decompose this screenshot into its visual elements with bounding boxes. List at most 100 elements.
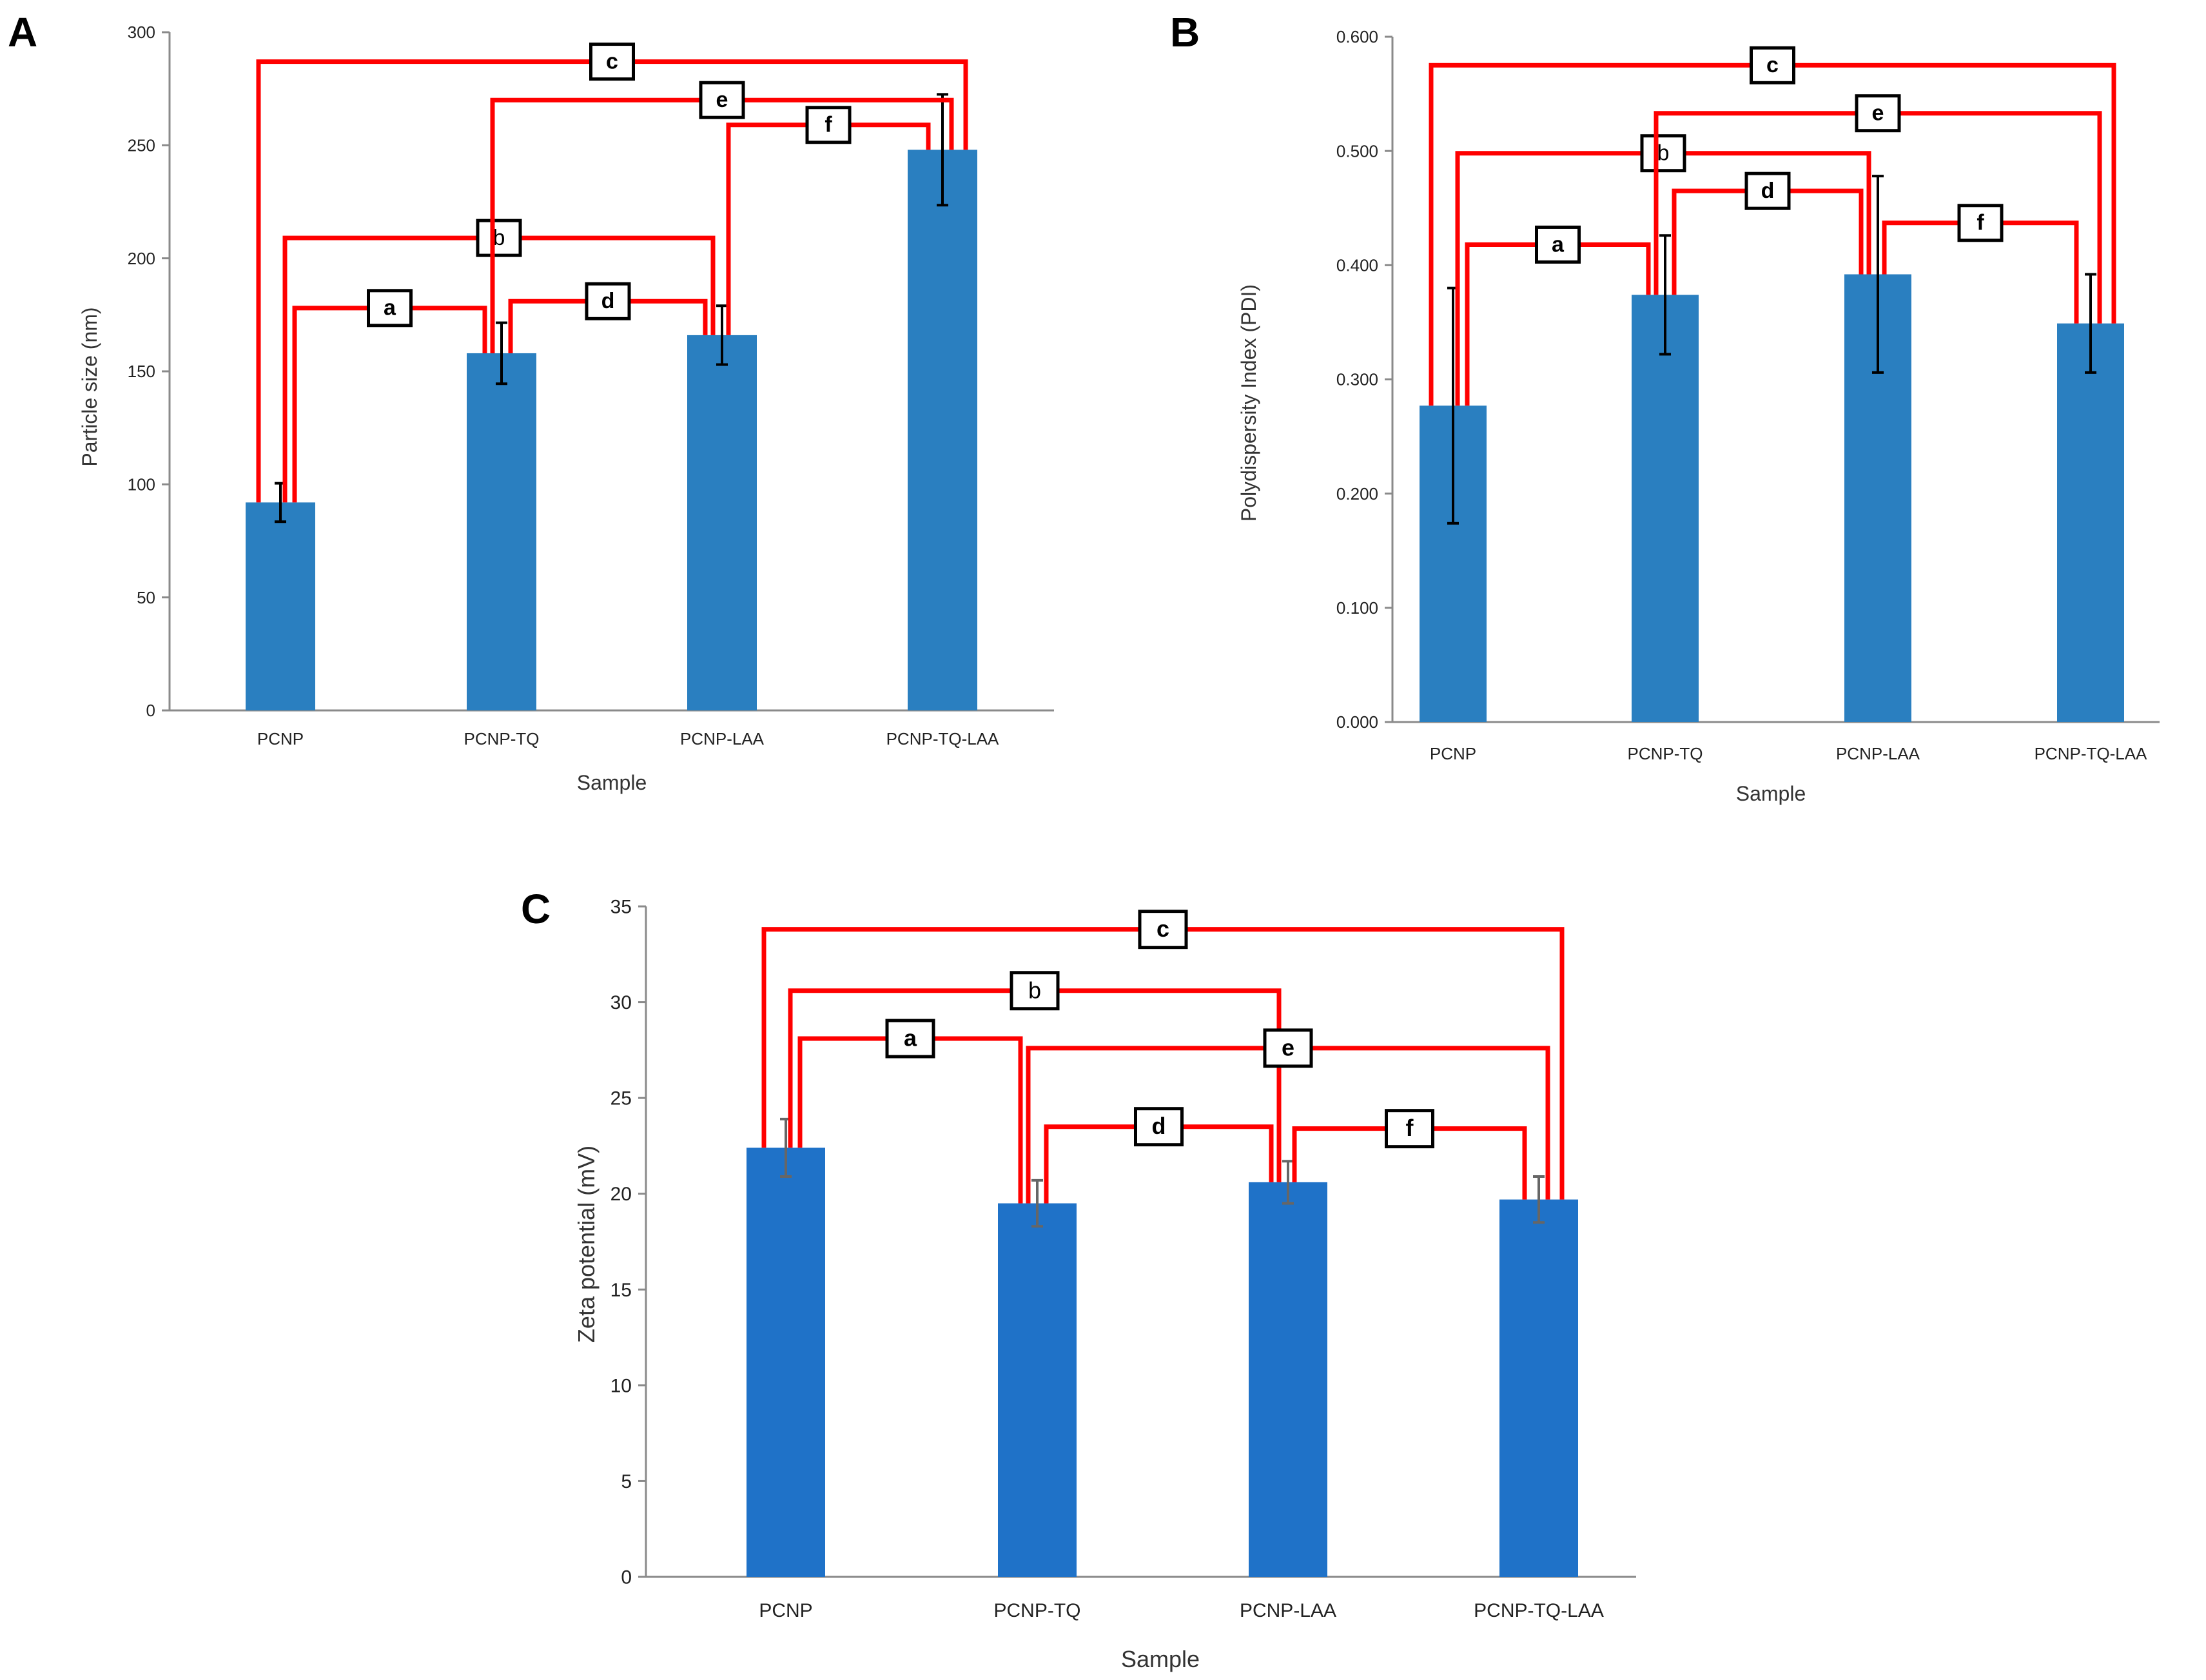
chart-b-bar <box>2057 323 2124 722</box>
chart-c-bracket-label-e: e <box>1282 1034 1294 1060</box>
chart-a-category-label: PCNP-TQ-LAA <box>886 729 999 748</box>
chart-b-category-label: PCNP-TQ-LAA <box>2035 744 2147 763</box>
chart-b-bracket-label-b: b <box>1657 141 1670 166</box>
panel-letter-a: A <box>8 9 37 55</box>
chart-c-category-label: PCNP-LAA <box>1240 1600 1336 1621</box>
chart-a-y-tick-label: 0 <box>146 701 155 720</box>
chart-c-bracket-label-box-f <box>1385 1109 1434 1149</box>
chart-b-xlabel: Sample <box>1736 782 1806 805</box>
chart-a-bracket-label-d: d <box>601 289 615 313</box>
chart-c-bracket-label-box-b <box>1010 971 1060 1011</box>
chart-c-bracket-label-box-d <box>1134 1107 1184 1147</box>
chart-a-bar <box>467 353 536 710</box>
chart-b-bracket-label-box-b <box>1640 134 1686 173</box>
panel-letter-b: B <box>1170 9 1200 55</box>
chart-b-y-tick-label: 0.500 <box>1336 141 1378 161</box>
chart-b-y-tick-label: 0.200 <box>1336 484 1378 503</box>
chart-c-category-label: PCNP-TQ-LAA <box>1474 1600 1604 1621</box>
chart-b-bracket-label-box-d <box>1744 171 1791 210</box>
chart-b-category-label: PCNP <box>1430 744 1476 763</box>
chart-c-bracket-a <box>797 1036 1023 1204</box>
chart-c-y-tick-label: 30 <box>610 992 632 1013</box>
chart-c-xlabel: Sample <box>1121 1646 1200 1672</box>
chart-b-bracket-label-box-e <box>1855 94 1901 133</box>
chart-a-bar <box>246 502 315 710</box>
chart-a-category-label: PCNP-LAA <box>680 729 765 748</box>
chart-b-y-tick-label: 0.000 <box>1336 712 1378 732</box>
chart-b-y-tick-label: 0.600 <box>1336 27 1378 46</box>
chart-a-bracket-label-e: e <box>716 88 728 112</box>
chart-b-category-label: PCNP-LAA <box>1836 744 1920 763</box>
chart-a-bar <box>687 335 757 710</box>
chart-b-y-tick-label: 0.100 <box>1336 598 1378 618</box>
chart-a-bracket-label-f: f <box>825 113 832 137</box>
chart-c-category-label: PCNP <box>759 1600 812 1621</box>
chart-a-bracket-label-a: a <box>384 296 396 320</box>
chart-b-bracket-label-box-c <box>1750 46 1795 84</box>
chart-b-category-label: PCNP-TQ <box>1628 744 1703 763</box>
chart-c-bracket-label-box-a <box>885 1019 935 1059</box>
chart-c-bar <box>747 1148 825 1577</box>
chart-c-bar <box>1249 1182 1327 1577</box>
chart-a-bracket-label-box-a <box>367 289 413 327</box>
chart-c-bracket-b <box>788 988 1282 1182</box>
chart-a-bar <box>908 150 977 710</box>
chart-c-y-tick-label: 0 <box>621 1567 632 1588</box>
chart-c-y-tick-label: 35 <box>610 897 632 918</box>
chart-b-y-tick-label: 0.400 <box>1336 255 1378 275</box>
chart-c-y-tick-label: 5 <box>621 1471 632 1492</box>
chart-c-bracket-label-b: b <box>1028 977 1041 1003</box>
chart-a-bracket-a <box>292 306 487 503</box>
chart-a-bracket-label-box-b <box>476 219 522 257</box>
chart-a: 0 50 100 150 200 250 300 PCNP PCNP-TQ PCNP-LAA PCN… <box>128 23 1054 748</box>
chart-a-y-tick-label: 200 <box>128 249 155 268</box>
chart-a-bracket-label-box-c <box>589 43 635 81</box>
chart-c-bracket-label-f: f <box>1406 1115 1414 1141</box>
chart-b-bar <box>1632 295 1699 722</box>
panel-letter-c: C <box>521 886 551 932</box>
chart-a-ylabel: Particle size (nm) <box>78 307 101 466</box>
chart-c-bracket-label-c: c <box>1157 915 1169 942</box>
chart-c-bar <box>1499 1199 1578 1577</box>
chart-c: 0 5 10 15 20 25 30 35 PCNP PCNP-TQ PCNP-LAA PCNP-TQ… <box>610 897 1636 1621</box>
chart-a-y-tick-label: 150 <box>128 362 155 381</box>
chart-c-y-tick-label: 10 <box>610 1375 632 1396</box>
chart-c-y-tick-label: 25 <box>610 1088 632 1109</box>
chart-b-bracket-label-d: d <box>1761 179 1775 203</box>
chart-b-bracket-label-box-a <box>1535 225 1581 264</box>
chart-c-y-tick-label: 20 <box>610 1184 632 1205</box>
chart-a-bracket-c <box>256 59 968 503</box>
chart-c-bracket-c <box>761 927 1565 1200</box>
chart-a-bracket-label-c: c <box>606 49 618 73</box>
chart-c-bracket-label-a: a <box>904 1025 917 1051</box>
chart-a-y-tick-label: 100 <box>128 474 155 494</box>
chart-a-category-label: PCNP <box>257 729 304 748</box>
chart-b: 0.000 0.100 0.200 0.300 0.400 0.500 0.600 PCNP P… <box>1336 27 2160 763</box>
chart-b-bracket-a <box>1465 242 1651 406</box>
chart-c-ylabel: Zeta potential (mV) <box>573 1146 600 1343</box>
chart-b-bracket-c <box>1429 63 2116 406</box>
chart-a-y-tick-label: 50 <box>137 588 155 607</box>
chart-b-bracket-label-c: c <box>1766 53 1779 77</box>
chart-a-xlabel: Sample <box>577 771 647 794</box>
chart-b-bracket-label-f: f <box>1977 211 1984 235</box>
chart-c-bar <box>998 1203 1077 1577</box>
chart-c-category-label: PCNP-TQ <box>994 1600 1081 1621</box>
chart-a-y-tick-label: 250 <box>128 135 155 155</box>
chart-c-bracket-label-box-e <box>1263 1028 1313 1068</box>
chart-a-bracket-label-box-f <box>805 106 852 144</box>
chart-b-bracket-label-box-f <box>1957 204 2004 242</box>
chart-c-bracket-label-box-c <box>1138 910 1188 950</box>
chart-a-category-label: PCNP-TQ <box>464 729 540 748</box>
chart-a-bracket-label-box-e <box>699 81 745 119</box>
chart-b-bracket-label-a: a <box>1552 232 1565 257</box>
chart-b-ylabel: Polydispersity Index (PDI) <box>1237 284 1260 522</box>
chart-b-bracket-label-e: e <box>1872 101 1884 126</box>
chart-c-bracket-label-d: d <box>1152 1113 1166 1139</box>
chart-c-y-tick-label: 15 <box>610 1280 632 1301</box>
chart-a-y-tick-label: 300 <box>128 23 155 42</box>
chart-b-y-tick-label: 0.300 <box>1336 370 1378 389</box>
chart-a-bracket-label-b: b <box>493 226 505 250</box>
chart-a-bracket-f <box>726 122 931 335</box>
